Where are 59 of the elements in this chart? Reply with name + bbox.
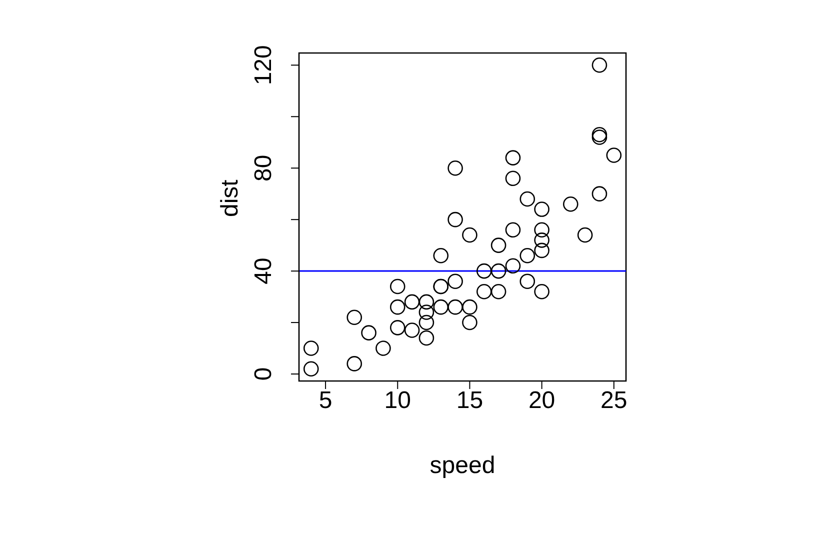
- point: [505, 222, 521, 238]
- x-tick-label: 25: [600, 387, 628, 414]
- point: [448, 274, 463, 289]
- point: [346, 310, 362, 326]
- point: [404, 322, 420, 338]
- point: [418, 314, 434, 330]
- x-tick-label: 20: [528, 387, 556, 414]
- point: [534, 222, 550, 238]
- point: [505, 258, 521, 274]
- point: [562, 196, 578, 212]
- point: [534, 232, 550, 248]
- point: [462, 314, 478, 330]
- y-tick-label: 40: [250, 258, 277, 284]
- point: [490, 238, 506, 253]
- point: [592, 186, 608, 202]
- y-tick-label: 120: [250, 45, 277, 86]
- point: [592, 126, 608, 142]
- point: [418, 294, 434, 310]
- x-tick-label: 10: [384, 387, 411, 414]
- point: [505, 150, 521, 166]
- point: [606, 148, 622, 163]
- point: [404, 294, 420, 310]
- point: [462, 299, 478, 315]
- point: [490, 284, 506, 300]
- point: [390, 278, 406, 294]
- point: [534, 284, 550, 300]
- point: [534, 242, 550, 258]
- point: [505, 170, 521, 186]
- point: [303, 340, 319, 356]
- y-tick-label: 0: [250, 367, 277, 381]
- x-tick-label: 15: [456, 387, 484, 414]
- point: [520, 191, 536, 207]
- point: [476, 263, 492, 279]
- point: [462, 227, 478, 243]
- point: [592, 58, 608, 73]
- point: [433, 248, 449, 264]
- point: [448, 299, 463, 315]
- x-axis-title: speed: [430, 452, 496, 479]
- x-tick-label: 5: [318, 387, 332, 414]
- point: [418, 304, 434, 320]
- point: [592, 130, 608, 145]
- point: [448, 212, 463, 228]
- point: [476, 284, 492, 300]
- point: [433, 299, 449, 315]
- point: [390, 320, 406, 336]
- point: [346, 356, 362, 372]
- point: [534, 202, 550, 217]
- point: [303, 361, 319, 376]
- y-tick-label: 80: [250, 154, 277, 182]
- point: [577, 227, 593, 243]
- point: [376, 340, 391, 356]
- point: [520, 274, 536, 289]
- point: [448, 160, 463, 176]
- point: [520, 248, 536, 264]
- y-axis-title: dist: [216, 179, 244, 217]
- point: [390, 299, 406, 315]
- point: [490, 263, 506, 279]
- point: [361, 325, 376, 340]
- point: [418, 330, 434, 346]
